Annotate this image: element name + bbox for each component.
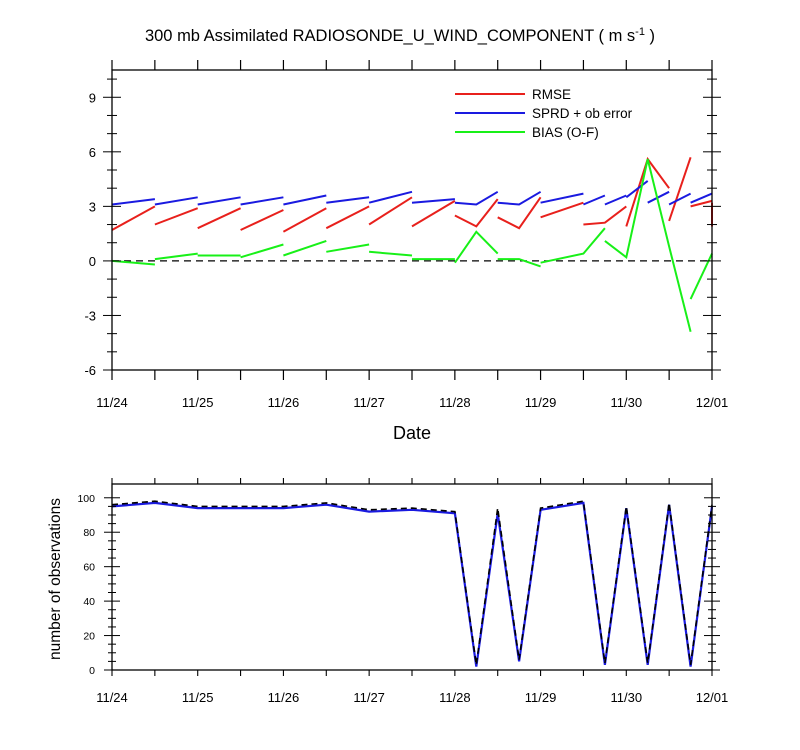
legend-item-bias: BIAS (O-F) [455, 125, 599, 140]
series-sprd-segment [497, 190, 542, 206]
series-rmse-segment [690, 199, 713, 208]
y-tick-label: 40 [83, 596, 95, 608]
series-sprd-segment [583, 194, 606, 206]
y-tick-label: 0 [89, 254, 96, 269]
series-sprd-segment [647, 190, 670, 204]
y-tick-label: 0 [89, 665, 95, 677]
x-tick-label: 11/27 [353, 690, 385, 705]
series-sprd-segment [668, 192, 692, 206]
series-sprd-segment [690, 192, 713, 204]
series-sprd-segment [625, 180, 649, 199]
chart-title-superscript: -1 [635, 26, 645, 38]
x-tick-label: 11/26 [268, 395, 300, 410]
x-tick-label: 11/28 [439, 395, 471, 410]
series-observations-solid [111, 501, 714, 667]
series-sprd-segment [454, 190, 499, 206]
y-tick-label: 9 [89, 90, 96, 105]
legend-label: SPRD + ob error [532, 106, 633, 121]
series-sprd-segment [326, 196, 370, 204]
y-tick-label: 3 [89, 199, 96, 214]
series-bias-segment [454, 230, 499, 264]
x-tick-label: 11/25 [182, 690, 214, 705]
y-tick-label: 80 [83, 527, 95, 539]
series-observations-dashed [111, 500, 713, 665]
x-tick-label: 11/26 [268, 690, 300, 705]
series-rmse-segment [454, 198, 499, 228]
y-tick-label: -3 [84, 308, 96, 323]
series-bias-segment [369, 250, 413, 257]
x-tick-label: 11/29 [525, 690, 557, 705]
series-rmse-segment [540, 201, 584, 219]
series-rmse-segment [411, 200, 456, 228]
series-bias-segment [326, 243, 370, 253]
x-axis-label: Date [393, 423, 431, 443]
bottom-chart: 0 20 40 60 80 100 11/24 11/25 11/26 11/27 11/28 11/… [47, 478, 728, 705]
x-tick-label: 11/25 [182, 395, 214, 410]
series-sprd-segment [604, 194, 627, 206]
series-sprd-segment [411, 198, 455, 204]
series-bias [111, 158, 713, 333]
series-rmse-segment [497, 196, 542, 230]
series-rmse-segment [154, 207, 199, 226]
series-rmse-segment [197, 207, 242, 230]
series-bias-segment [283, 239, 327, 257]
legend-item-rmse: RMSE [455, 87, 571, 102]
y-tick-label: 100 [77, 493, 95, 505]
series-sprd-segment [283, 194, 327, 206]
series-sprd-segment [540, 192, 584, 204]
legend-item-sprd: SPRD + ob error [455, 106, 633, 121]
y-tick-label: 20 [83, 631, 95, 643]
top-chart: 300 mb Assimilated RADIOSONDE_U_WIND_COM… [84, 26, 728, 443]
x-tick-label: 11/24 [96, 690, 128, 705]
y-tick-label: 6 [89, 145, 96, 160]
series-sprd-segment [154, 196, 198, 206]
series-rmse [111, 156, 713, 233]
x-tick-label: 12/01 [696, 395, 729, 410]
series-sprd-segment [111, 198, 156, 206]
y-tick-label: -6 [84, 363, 96, 378]
series-sprd-segment [368, 190, 413, 204]
chart-title: 300 mb Assimilated RADIOSONDE_U_WIND_COM… [145, 26, 655, 45]
series-rmse-segment [583, 205, 627, 226]
series-bias-segment [540, 227, 606, 264]
x-tick-label: 11/24 [96, 395, 128, 410]
x-tick-label: 11/30 [610, 395, 642, 410]
series-rmse-segment [325, 205, 370, 230]
series-bias-segment [240, 243, 284, 259]
chart-title-end: ) [645, 27, 655, 45]
series-sprd-segment [197, 196, 241, 206]
legend-label: RMSE [532, 87, 571, 102]
legend: RMSE SPRD + ob error BIAS (O-F) [455, 87, 633, 140]
chart-title-main: 300 mb Assimilated RADIOSONDE_U_WIND_COM… [145, 27, 635, 45]
series-sprd-segment [240, 196, 284, 206]
series-rmse-segment [282, 207, 327, 233]
series-bias-segment [497, 258, 541, 268]
x-tick-label: 11/29 [525, 395, 557, 410]
series-sprd [111, 180, 713, 206]
x-tick-label: 12/01 [696, 690, 729, 705]
series-bias-segment [154, 252, 198, 261]
x-tick-label: 11/30 [610, 690, 642, 705]
series-bias-segment [111, 259, 155, 266]
x-tick-label: 11/27 [353, 395, 385, 410]
series-rmse-segment [668, 156, 692, 222]
y-tick-label: 60 [83, 562, 95, 574]
legend-label: BIAS (O-F) [532, 125, 599, 140]
series-rmse-segment [240, 209, 284, 231]
series-bias-segment [604, 158, 692, 333]
series-rmse-segment [368, 196, 413, 226]
bottom-plot-frame [111, 483, 713, 671]
y-axis-label: number of observations [47, 498, 64, 660]
x-tick-label: 11/28 [439, 690, 471, 705]
series-rmse-segment [111, 205, 156, 231]
